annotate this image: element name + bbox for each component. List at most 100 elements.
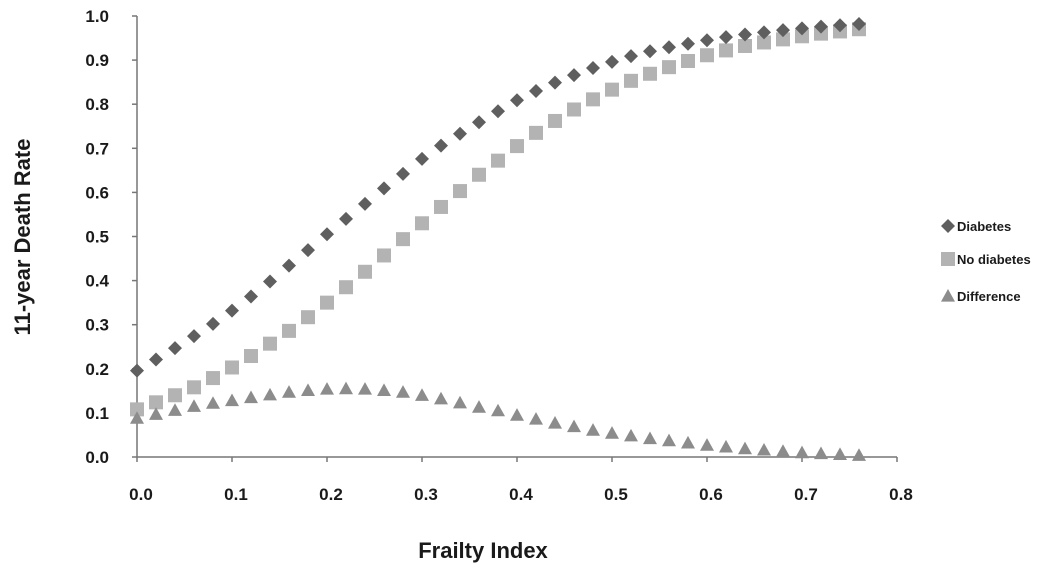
y-tick-label: 0.6 (85, 183, 109, 202)
no-diabetes-point (130, 402, 144, 417)
difference-point (377, 383, 391, 397)
diabetes-point (472, 115, 486, 130)
legend-label-difference: Difference (957, 289, 1021, 304)
no-diabetes-point (320, 295, 334, 310)
y-tick-label: 0.2 (85, 360, 109, 379)
no-diabetes-point (301, 310, 315, 325)
no-diabetes-point (434, 199, 448, 214)
x-tick-label: 0.5 (604, 485, 628, 504)
no-diabetes-point (453, 184, 467, 199)
difference-point (187, 399, 201, 412)
diabetes-point (700, 33, 714, 48)
x-tick-label: 0.1 (224, 485, 248, 504)
diabetes-point (491, 104, 505, 119)
difference-point (643, 431, 657, 445)
no-diabetes-point (358, 264, 372, 279)
no-diabetes-point (814, 26, 828, 41)
diabetes-point (244, 289, 258, 304)
diabetes-point (377, 181, 391, 196)
legend-label-diabetes: Diabetes (957, 219, 1011, 234)
difference-point (301, 383, 315, 397)
difference-point (624, 428, 638, 442)
diabetes-point (719, 30, 733, 45)
no-diabetes-point (244, 349, 258, 364)
no-diabetes-point (719, 43, 733, 58)
difference-point (662, 433, 676, 447)
series-difference (130, 381, 866, 461)
difference-point (738, 441, 752, 455)
difference-point (149, 407, 163, 420)
no-diabetes-point (396, 232, 410, 247)
no-diabetes-point (472, 167, 486, 182)
diabetes-point (130, 363, 144, 378)
no-diabetes-point (605, 82, 619, 97)
difference-point (681, 435, 695, 449)
diabetes-point (852, 16, 866, 31)
difference-point (719, 439, 733, 453)
diabetes-point (225, 303, 239, 318)
difference-point (833, 447, 847, 460)
no-diabetes-point (681, 53, 695, 68)
diabetes-point (814, 19, 828, 34)
difference-point (757, 442, 771, 456)
diabetes-point (206, 316, 220, 331)
diabetes-point (149, 352, 163, 367)
x-tick-label: 0.4 (509, 485, 533, 504)
difference-point (567, 419, 581, 433)
difference-point (282, 385, 296, 398)
no-diabetes-point (377, 248, 391, 263)
difference-point (415, 388, 429, 401)
diabetes-point (643, 44, 657, 59)
x-tick-label: 0.6 (699, 485, 723, 504)
difference-point (168, 403, 182, 416)
y-tick-label: 0.4 (85, 272, 109, 291)
difference-point (529, 412, 543, 425)
diabetes-point (320, 227, 334, 242)
difference-point (776, 444, 790, 457)
no-diabetes-point (282, 323, 296, 338)
no-diabetes-point (415, 216, 429, 231)
series-no-diabetes (130, 22, 866, 417)
difference-point (339, 381, 353, 395)
difference-point (358, 382, 372, 395)
diabetes-point (453, 126, 467, 141)
y-tick-label: 0.8 (85, 95, 109, 114)
no-diabetes-point (263, 336, 277, 351)
difference-point (814, 446, 828, 460)
x-tick-label: 0.8 (889, 485, 913, 504)
no-diabetes-point (225, 360, 239, 375)
no-diabetes-point (567, 102, 581, 117)
no-diabetes-point (795, 29, 809, 44)
no-diabetes-point (149, 395, 163, 410)
tick-labels: 0.0 0.1 0.2 0.3 0.4 0.5 0.6 0.7 0.8 0.9 1.0 0.0 0.1 0… (85, 7, 912, 504)
no-diabetes-point (168, 388, 182, 403)
y-tick-label: 0.9 (85, 51, 109, 70)
legend-marker-no-diabetes (941, 252, 955, 266)
no-diabetes-point (643, 66, 657, 81)
difference-point (396, 385, 410, 398)
no-diabetes-point (529, 125, 543, 140)
difference-point (852, 448, 866, 461)
diabetes-point (168, 341, 182, 356)
x-tick-label: 0.2 (319, 485, 343, 504)
difference-point (491, 403, 505, 417)
y-tick-label: 0.0 (85, 448, 109, 467)
diabetes-point (624, 49, 638, 64)
series-diabetes (130, 16, 866, 378)
diabetes-point (757, 25, 771, 40)
diabetes-point (187, 329, 201, 344)
legend-item-no-diabetes: No diabetes (941, 252, 1031, 267)
diabetes-point (833, 18, 847, 33)
difference-point (453, 395, 467, 409)
diabetes-point (263, 274, 277, 289)
difference-point (795, 445, 809, 459)
diabetes-point (529, 83, 543, 98)
diabetes-point (282, 258, 296, 273)
diabetes-point (339, 211, 353, 226)
y-tick-label: 0.7 (85, 139, 109, 158)
difference-point (244, 390, 258, 404)
difference-point (263, 387, 277, 401)
difference-point (130, 411, 144, 424)
